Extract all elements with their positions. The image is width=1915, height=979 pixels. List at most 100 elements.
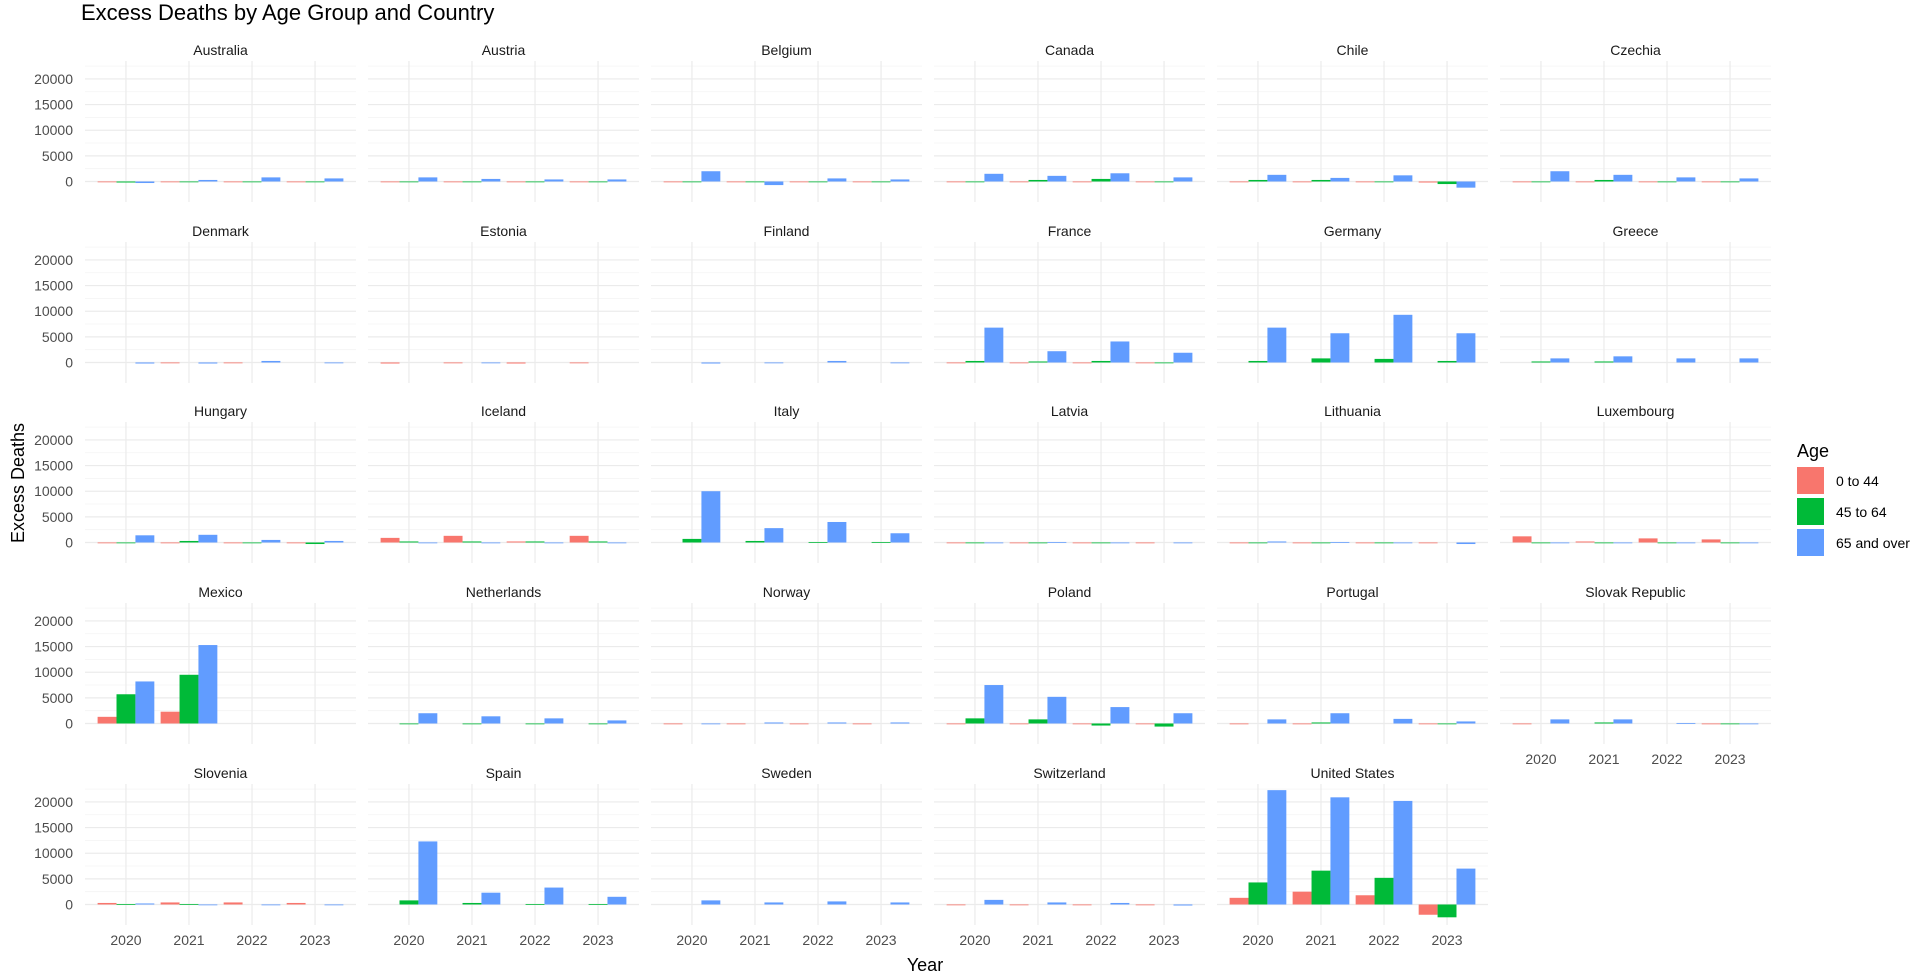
- bar-switzerland-2022-series3: [1110, 902, 1130, 905]
- x-tick-label: 2023: [582, 932, 613, 948]
- facet-label: Spain: [486, 765, 522, 781]
- y-tick-label: 10000: [34, 303, 73, 319]
- bar-hungary-2021-series1: [160, 542, 180, 544]
- bar-austria-2020-series3: [418, 177, 438, 182]
- bar-united-states-2022-series2: [1374, 877, 1394, 905]
- legend-label: 45 to 64: [1836, 504, 1887, 520]
- x-tick-label: 2022: [236, 932, 267, 948]
- bar-czechia-2022-series1: [1638, 181, 1658, 183]
- facet-label: Switzerland: [1033, 765, 1105, 781]
- bar-canada-2020-series2: [965, 181, 985, 183]
- y-tick-label: 15000: [34, 278, 73, 294]
- bar-poland-2022-series1: [1072, 723, 1092, 725]
- bar-luxembourg-2021-series1: [1575, 541, 1595, 543]
- bar-australia-2020-series2: [116, 181, 136, 183]
- bar-hungary-2021-series3: [198, 534, 218, 543]
- x-tick-label: 2020: [1525, 751, 1556, 767]
- bar-belgium-2022-series2: [808, 181, 828, 183]
- facet-estonia: Estonia: [368, 223, 639, 383]
- bar-iceland-2021-series3: [481, 542, 501, 544]
- x-tick-label: 2022: [1651, 751, 1682, 767]
- facet-label: Lithuania: [1324, 403, 1381, 419]
- bar-france-2023-series3: [1173, 352, 1193, 363]
- bar-united-states-2023-series1: [1418, 904, 1438, 915]
- bar-sweden-2023-series3: [890, 902, 910, 905]
- bar-switzerland-2021-series3: [1047, 902, 1067, 905]
- bar-chile-2023-series3: [1456, 181, 1476, 188]
- bar-slovak-republic-2023-series2: [1720, 723, 1740, 725]
- bar-germany-2020-series3: [1267, 327, 1287, 363]
- facet-italy: Italy: [651, 403, 922, 563]
- bar-australia-2021-series1: [160, 181, 180, 183]
- bar-australia-2023-series3: [324, 178, 344, 182]
- bar-portugal-2020-series1: [1229, 723, 1249, 725]
- bar-canada-2021-series1: [1009, 181, 1029, 183]
- bar-luxembourg-2022-series1: [1638, 538, 1658, 543]
- bar-switzerland-2023-series3: [1173, 904, 1193, 906]
- facet-label: Iceland: [481, 403, 526, 419]
- y-tick-label: 5000: [42, 509, 73, 525]
- bar-lithuania-2023-series3: [1456, 542, 1476, 545]
- bar-czechia-2021-series3: [1613, 174, 1633, 182]
- facet-united-states: United States 2020 2021 2022 2023: [1217, 765, 1488, 948]
- facet-label: Italy: [774, 403, 800, 419]
- bar-latvia-2022-series2: [1091, 542, 1111, 544]
- facet-label: Australia: [193, 42, 248, 58]
- y-tick-label: 5000: [42, 329, 73, 345]
- y-tick-label: 0: [65, 715, 73, 731]
- x-tick-label: 2021: [1588, 751, 1619, 767]
- bar-canada-2022-series2: [1091, 178, 1111, 182]
- facet-lithuania: Lithuania: [1217, 403, 1488, 563]
- bar-iceland-2020-series3: [418, 542, 438, 544]
- bar-greece-2022-series3: [1676, 358, 1696, 363]
- bar-luxembourg-2020-series3: [1550, 542, 1570, 544]
- bar-canada-2023-series2: [1154, 181, 1174, 183]
- bar-slovak-republic-2023-series1: [1701, 723, 1721, 725]
- bar-finland-2022-series3: [827, 360, 847, 363]
- legend-label: 65 and over: [1836, 535, 1910, 551]
- bar-chile-2021-series3: [1330, 177, 1350, 182]
- bar-latvia-2022-series1: [1072, 542, 1092, 544]
- bar-canada-2022-series3: [1110, 173, 1130, 182]
- y-tick-label: 15000: [34, 639, 73, 655]
- x-tick-label: 2022: [802, 932, 833, 948]
- bar-switzerland-2023-series1: [1135, 904, 1155, 906]
- bar-chile-2021-series2: [1311, 179, 1331, 182]
- facet-label: Czechia: [1610, 42, 1661, 58]
- bar-spain-2021-series3: [481, 892, 501, 905]
- y-axis-title: Excess Deaths: [8, 423, 28, 543]
- bar-hungary-2023-series2: [305, 542, 325, 545]
- bar-hungary-2023-series3: [324, 540, 344, 543]
- legend-key-2: [1797, 498, 1824, 525]
- bar-luxembourg-2023-series2: [1720, 542, 1740, 544]
- bar-united-states-2020-series1: [1229, 897, 1249, 905]
- bar-norway-2022-series3: [827, 722, 847, 724]
- bar-norway-2023-series3: [890, 722, 910, 724]
- bar-belgium-2022-series3: [827, 178, 847, 182]
- bar-spain-2023-series3: [607, 896, 627, 905]
- bar-poland-2021-series1: [1009, 723, 1029, 725]
- bar-hungary-2020-series1: [97, 542, 117, 544]
- bar-united-states-2023-series3: [1456, 868, 1476, 905]
- bar-portugal-2021-series1: [1292, 723, 1312, 725]
- bar-portugal-2021-series3: [1330, 713, 1350, 724]
- bar-iceland-2023-series3: [607, 542, 627, 544]
- bar-united-states-2021-series2: [1311, 870, 1331, 905]
- bar-finland-2020-series3: [701, 362, 721, 364]
- facet-label: Latvia: [1051, 403, 1089, 419]
- bar-luxembourg-2023-series1: [1701, 539, 1721, 543]
- x-tick-label: 2023: [299, 932, 330, 948]
- bar-slovak-republic-2021-series3: [1613, 719, 1633, 724]
- bar-belgium-2021-series3: [764, 181, 784, 186]
- bar-slovak-republic-2021-series2: [1594, 722, 1614, 724]
- facet-mexico: Mexico 0 5000 10000 15000 20000: [34, 584, 356, 744]
- bar-austria-2022-series2: [525, 181, 545, 183]
- bar-spain-2020-series3: [418, 841, 438, 905]
- bar-belgium-2022-series1: [789, 181, 809, 183]
- bar-luxembourg-2020-series2: [1531, 542, 1551, 544]
- bar-hungary-2022-series3: [261, 539, 281, 543]
- bar-latvia-2021-series1: [1009, 542, 1029, 544]
- facet-label: Sweden: [761, 765, 812, 781]
- bar-denmark-2022-series3: [261, 360, 281, 363]
- bar-canada-2022-series1: [1072, 181, 1092, 183]
